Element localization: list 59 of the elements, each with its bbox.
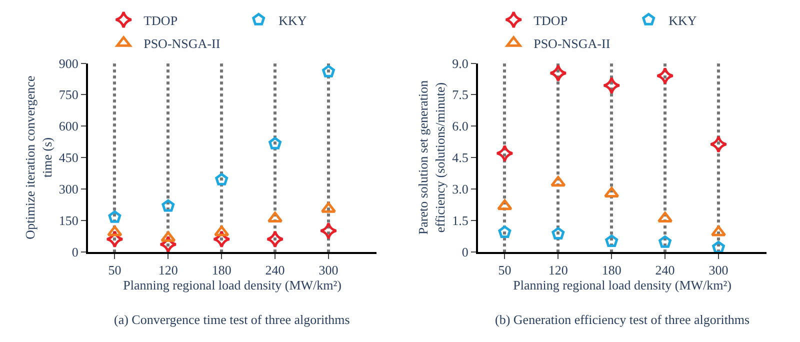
- point: [497, 199, 512, 210]
- x-tick-label: 50: [498, 262, 512, 278]
- y-tick-label: 300: [58, 181, 78, 196]
- y-axis-title: Optimize iteration convergence time (s): [22, 75, 54, 240]
- legend-label: KKY: [278, 12, 308, 28]
- y-tick-label: 9.0: [452, 56, 468, 71]
- point: [320, 222, 338, 240]
- point: [604, 186, 620, 198]
- point: [602, 76, 621, 94]
- y-tick-label: 3.0: [452, 181, 468, 196]
- legend-label: KKY: [668, 12, 698, 28]
- point: [712, 240, 725, 254]
- text: (b) Generation efficiency test of three algorithms: [495, 312, 750, 327]
- y-tick-label: 450: [58, 150, 78, 166]
- point: [215, 172, 228, 186]
- x-tick-label: 300: [318, 262, 338, 278]
- point: [266, 230, 284, 248]
- y-tick-label: 0: [462, 244, 468, 260]
- y-tick-label: 900: [58, 56, 78, 71]
- point: [214, 226, 230, 236]
- point: [498, 226, 512, 238]
- point: [552, 226, 565, 240]
- point: [322, 64, 335, 78]
- y-tick-label: 600: [58, 118, 78, 134]
- y-tick-label: 4.5: [452, 150, 468, 166]
- legend-label: TDOP: [534, 12, 568, 28]
- text: (a) Convergence time test of three algorithms: [114, 312, 350, 327]
- point: [160, 231, 176, 242]
- legend-label: TDOP: [144, 12, 178, 28]
- point: [550, 176, 566, 187]
- x-axis-title: Planning regional load density (MW/km²): [513, 277, 732, 292]
- y-tick-label: 150: [58, 212, 78, 228]
- x-tick-label: 240: [265, 262, 285, 278]
- point: [108, 210, 122, 223]
- x-tick-label: 300: [708, 262, 728, 278]
- point: [656, 66, 674, 85]
- x-tick-label: 180: [602, 262, 622, 278]
- legend-label: PSO-NSGA-II: [534, 36, 610, 51]
- x-tick-label: 120: [158, 262, 178, 278]
- y-axis-title: Pareto solution set generation efficiency (solutions/minute): [416, 80, 448, 235]
- point: [605, 234, 618, 247]
- legend-label: PSO-NSGA-II: [144, 36, 220, 51]
- point: [107, 226, 122, 236]
- x-tick-label: 180: [212, 262, 232, 278]
- point: [549, 64, 568, 82]
- point: [658, 235, 672, 248]
- x-axis-title: Planning regional load density (MW/km²): [123, 277, 342, 292]
- x-tick-label: 120: [548, 262, 568, 278]
- point: [268, 136, 282, 150]
- y-tick-label: 750: [58, 87, 78, 102]
- x-tick-label: 50: [108, 262, 122, 278]
- point: [162, 199, 175, 212]
- y-tick-label: 1.5: [452, 212, 468, 228]
- y-tick-label: 7.5: [452, 87, 468, 102]
- x-tick-label: 240: [655, 262, 675, 278]
- y-tick-label: 6.0: [452, 118, 468, 134]
- y-tick-label: 0: [72, 244, 78, 260]
- point: [710, 135, 728, 154]
- point: [496, 144, 514, 162]
